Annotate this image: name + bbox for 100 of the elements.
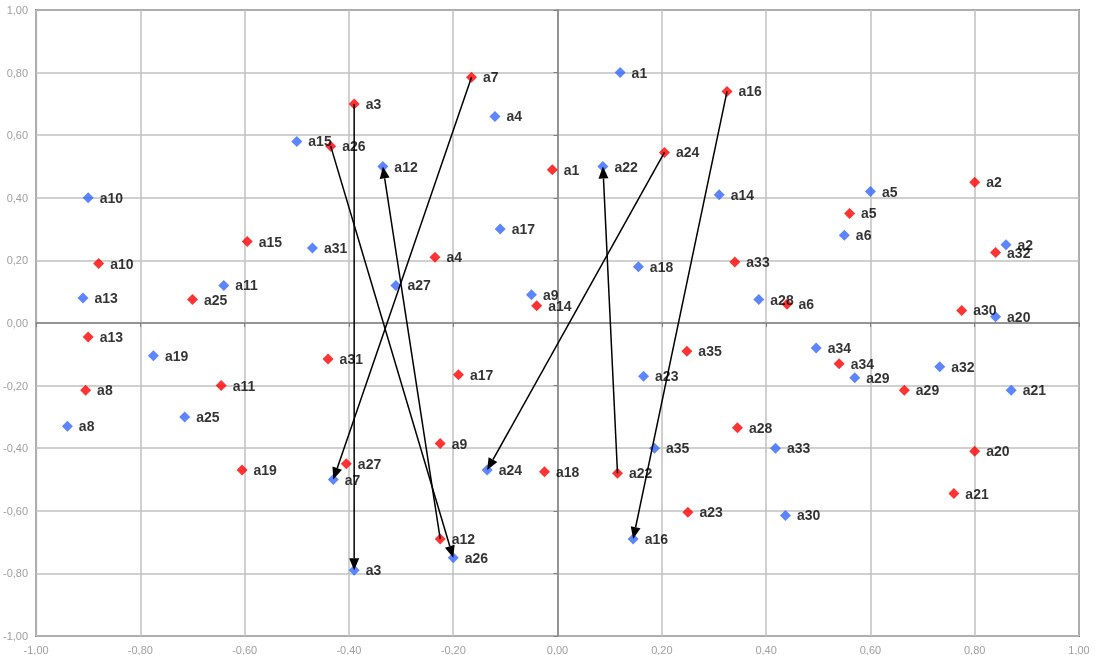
data-label: a17	[511, 221, 536, 238]
data-label: a33	[746, 253, 770, 270]
y-tick-label: -0,20	[2, 379, 29, 392]
data-label: a30	[796, 507, 821, 524]
data-label: a11	[235, 277, 259, 294]
data-label: a14	[730, 186, 755, 203]
point	[638, 370, 650, 382]
point	[614, 67, 626, 79]
point	[390, 279, 402, 291]
x-tick-label: -0,80	[127, 643, 153, 655]
point	[306, 242, 318, 254]
point	[241, 236, 253, 248]
point	[753, 294, 765, 306]
data-label: a19	[164, 347, 189, 364]
data-label: a28	[748, 419, 773, 436]
point	[187, 294, 199, 306]
data-label: a1	[631, 64, 648, 81]
data-label: a8	[78, 418, 95, 435]
data-label: a20	[986, 443, 1010, 460]
point	[682, 506, 694, 518]
point	[898, 384, 910, 396]
point	[179, 411, 191, 423]
point	[833, 358, 845, 370]
data-label: a33	[787, 440, 811, 457]
point	[731, 422, 743, 434]
point	[810, 342, 822, 354]
point	[990, 247, 1002, 259]
y-tick-label: 0,40	[6, 191, 29, 204]
data-label: a5	[861, 205, 877, 222]
data-label: a19	[253, 462, 278, 479]
data-label: a12	[394, 158, 418, 175]
x-tick-label: -0,20	[440, 643, 466, 655]
data-label: a22	[614, 158, 638, 175]
data-label: a20	[1007, 308, 1031, 325]
x-tick-label: 1,00	[1068, 643, 1090, 655]
point	[80, 384, 92, 396]
data-label: a7	[482, 69, 499, 86]
point	[525, 289, 537, 301]
x-tick-label: 0,20	[651, 643, 673, 655]
x-tick-label: 0,40	[755, 643, 777, 655]
data-label: a15	[258, 233, 283, 250]
y-tick-label: -0,40	[2, 442, 29, 455]
data-label: a23	[699, 504, 723, 521]
data-label: a8	[97, 382, 113, 399]
point	[713, 189, 725, 201]
data-label: a6	[798, 296, 815, 313]
data-label: a4	[506, 108, 523, 125]
data-label: a9	[451, 435, 468, 452]
point	[61, 420, 73, 432]
point	[969, 445, 981, 457]
point	[218, 279, 230, 291]
point	[322, 353, 334, 365]
data-label: a34	[850, 355, 875, 372]
data-label: a24	[498, 462, 523, 479]
point	[956, 304, 968, 316]
data-label: a13	[99, 329, 124, 346]
data-label: a35	[666, 440, 690, 457]
point	[612, 467, 623, 479]
data-label: a21	[965, 485, 989, 502]
x-tick-label: 0,80	[964, 643, 986, 655]
data-label: a24	[675, 144, 700, 161]
data-label: a30	[973, 302, 997, 319]
point	[77, 292, 89, 304]
data-label: a17	[469, 366, 494, 383]
data-label: a3	[365, 95, 382, 112]
point	[844, 207, 856, 219]
x-tick-label: -1,00	[23, 643, 49, 655]
point	[82, 331, 94, 343]
y-tick-label: 0,60	[6, 129, 29, 142]
data-label: a32	[951, 358, 975, 375]
data-label: a31	[323, 239, 348, 256]
data-label: a2	[986, 174, 1002, 191]
data-label: a10	[99, 189, 124, 206]
point	[948, 488, 960, 500]
point	[340, 458, 352, 470]
x-tick-label: -0,60	[232, 643, 258, 655]
data-label: a12	[451, 530, 476, 547]
y-tick-label: 0,20	[6, 254, 29, 267]
point	[779, 509, 791, 521]
data-label: a10	[110, 255, 134, 272]
x-tick-label: 0,60	[859, 643, 882, 655]
y-tick-label: -0,80	[2, 567, 29, 580]
point	[82, 192, 94, 204]
data-label: a27	[357, 455, 382, 472]
data-label: a21	[1022, 382, 1047, 399]
point	[215, 380, 227, 392]
data-label: a15	[308, 133, 332, 150]
x-tick-label: 0,00	[546, 643, 569, 655]
point	[434, 438, 446, 450]
point	[864, 186, 876, 198]
data-label: a3	[365, 562, 382, 579]
data-label: a4	[446, 249, 463, 266]
point	[93, 258, 105, 270]
data-label: a25	[196, 408, 220, 425]
data-label: a18	[556, 463, 580, 480]
data-label: a29	[915, 382, 940, 399]
y-tick-label: 0,00	[6, 317, 29, 329]
point	[969, 176, 981, 188]
point	[934, 361, 946, 373]
data-label: a11	[232, 377, 256, 394]
